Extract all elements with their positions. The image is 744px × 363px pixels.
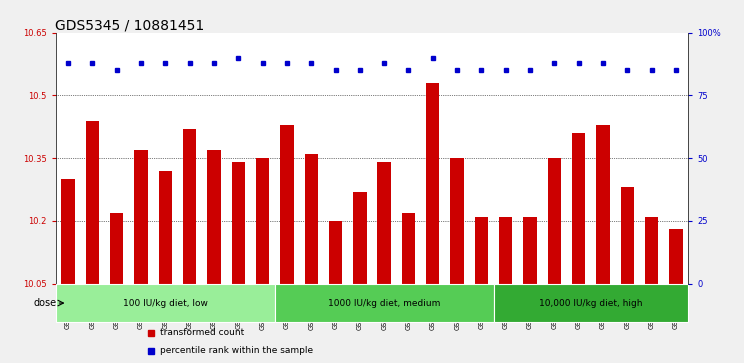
Bar	[61, 179, 74, 284]
Bar	[670, 229, 683, 284]
Bar	[158, 171, 172, 284]
Bar	[110, 213, 124, 284]
Bar	[548, 158, 561, 284]
Bar	[353, 192, 367, 284]
Text: percentile rank within the sample: percentile rank within the sample	[160, 346, 313, 355]
Bar	[304, 154, 318, 284]
Bar	[86, 121, 99, 284]
Bar	[426, 83, 440, 284]
Bar	[275, 284, 493, 322]
Text: 1000 IU/kg diet, medium: 1000 IU/kg diet, medium	[328, 298, 440, 307]
Text: GDS5345 / 10881451: GDS5345 / 10881451	[55, 19, 205, 33]
Bar	[493, 284, 688, 322]
Bar	[56, 284, 275, 322]
Bar	[620, 187, 634, 284]
Bar	[645, 217, 658, 284]
Bar	[329, 221, 342, 284]
Bar	[231, 162, 245, 284]
Bar	[183, 129, 196, 284]
Text: transformed count: transformed count	[160, 328, 244, 337]
Bar	[280, 125, 294, 284]
Bar	[572, 133, 586, 284]
Text: 100 IU/kg diet, low: 100 IU/kg diet, low	[123, 298, 208, 307]
Text: 10,000 IU/kg diet, high: 10,000 IU/kg diet, high	[539, 298, 643, 307]
Bar	[208, 150, 220, 284]
Bar	[450, 158, 464, 284]
Text: dose: dose	[33, 298, 57, 308]
Bar	[524, 217, 536, 284]
Bar	[597, 125, 610, 284]
Bar	[499, 217, 513, 284]
Bar	[475, 217, 488, 284]
Bar	[377, 162, 391, 284]
Bar	[256, 158, 269, 284]
Bar	[402, 213, 415, 284]
Bar	[134, 150, 147, 284]
